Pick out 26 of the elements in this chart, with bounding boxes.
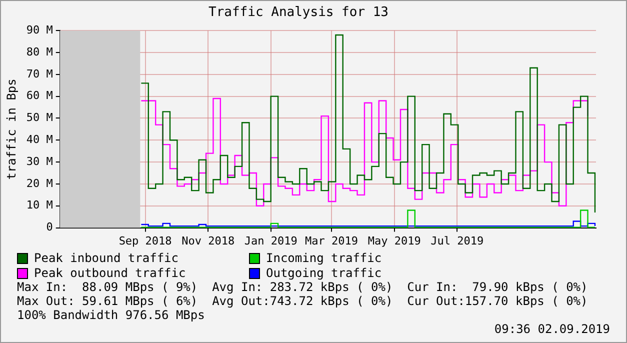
y-tick-label: 60 M xyxy=(26,89,54,102)
y-axis-title: traffic in Bps xyxy=(4,78,18,180)
y-tick-label: 70 M xyxy=(26,67,54,80)
y-tick-label: 80 M xyxy=(26,45,54,58)
text: Max Out: 59.61 MBps ( 6%) Avg Out:743.72 kBps ( 0%) Cur Out:157.70 kBps ( 0%) xyxy=(17,294,589,308)
y-tick-label: 30 M xyxy=(26,154,54,168)
legend-label: Outgoing traffic xyxy=(266,266,382,280)
text: 09:36 02.09.2019 xyxy=(494,322,610,336)
x-tick-label: May 2019 xyxy=(368,234,421,248)
x-tick-label: Sep 2018 xyxy=(118,234,172,248)
legend-label: Peak outbound traffic xyxy=(34,266,186,280)
y-tick-label: 10 M xyxy=(26,198,54,212)
legend-label: Peak inbound traffic xyxy=(34,251,178,265)
x-tick-label: Nov 2018 xyxy=(182,234,235,248)
x-tick-label: Mar 2019 xyxy=(305,234,358,248)
y-tick-label: 20 M xyxy=(26,176,54,190)
x-tick-label: Jan 2019 xyxy=(244,234,298,248)
y-tick-label: 90 M xyxy=(26,23,54,36)
text: 100% Bandwidth 976.56 MBps xyxy=(17,308,206,322)
text: Max In: 88.09 MBps ( 9%) Avg In: 283.72 kBps ( 0%) Cur In: 79.90 kBps ( 0%) xyxy=(17,280,589,294)
legend-label: Incoming traffic xyxy=(266,251,382,265)
x-tick-label: Jul 2019 xyxy=(430,234,484,248)
chart-title: Traffic Analysis for 13 xyxy=(208,5,389,20)
y-tick-label: 40 M xyxy=(26,133,54,146)
y-tick-label: 0 xyxy=(46,220,53,234)
y-tick-label: 50 M xyxy=(26,111,54,124)
